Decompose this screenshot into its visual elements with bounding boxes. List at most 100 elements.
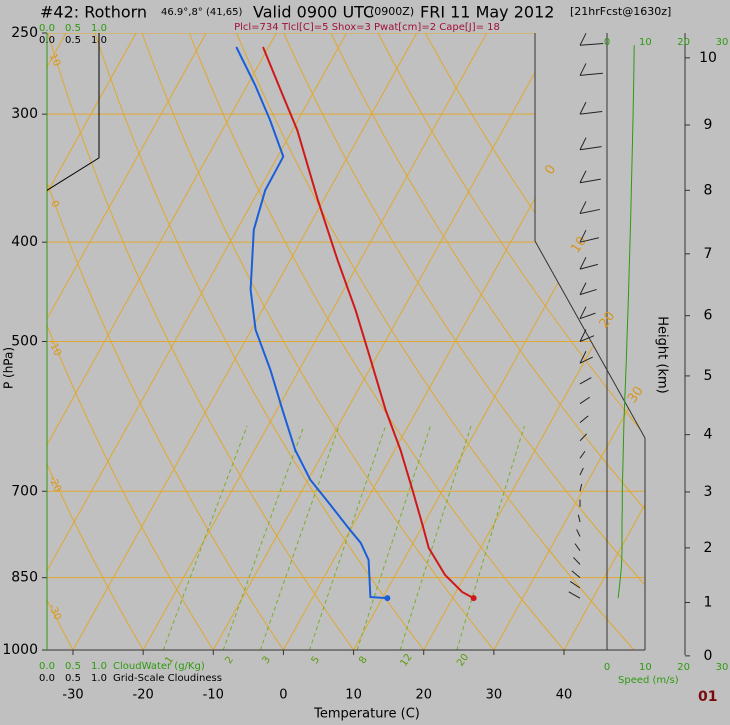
barb-staff [579, 433, 587, 442]
height-tick-label: 6 [704, 308, 713, 324]
small-axis-tick-label: 1.0 [91, 661, 107, 672]
footer: 01 [698, 689, 717, 705]
barb-staff [574, 543, 581, 551]
small-axis-tick-label: 0.5 [65, 23, 81, 34]
barb-staff [579, 72, 603, 76]
height-tick-label: 10 [699, 50, 717, 66]
dry-adiabat [281, 33, 645, 650]
barb-staff [571, 570, 581, 579]
y-tick-label: 400 [11, 234, 38, 250]
wind-barb [579, 483, 583, 492]
surface-point [470, 595, 477, 602]
mixing-ratio-line [356, 425, 431, 650]
y-tick-label: 1000 [2, 642, 38, 658]
small-axis-tick-label: 0.0 [39, 23, 55, 34]
barb-staff [576, 529, 581, 537]
barb-feather [579, 350, 587, 364]
dry-adiabat [139, 33, 503, 650]
barb-feather [579, 63, 587, 76]
barb-staff [579, 312, 596, 320]
barb-staff [568, 591, 581, 599]
height-tick-label: 5 [704, 368, 713, 384]
wind-barb [573, 557, 581, 565]
mixing-ratio-line [162, 425, 248, 650]
mixing-ratio-label: 3 [260, 655, 273, 667]
subtitle: Plcl=734 Tlcl[C]=5 Shox=3 Pwat[cm]=2 Cap… [234, 22, 500, 33]
wind-barb [569, 581, 581, 589]
isotherm [493, 33, 645, 650]
mixing-ratio-label: 8 [357, 655, 370, 667]
wind-barb [579, 101, 603, 115]
barb-staff [579, 146, 602, 151]
barb-staff [569, 581, 581, 589]
x-tick-label: -20 [133, 688, 154, 703]
wind-barb [579, 282, 597, 296]
wind-barb [579, 63, 603, 76]
barb-staff [579, 377, 592, 385]
isotherm [47, 33, 277, 650]
height-axis-label: Height (km) [655, 316, 670, 393]
wind-tick-label: 0 [604, 662, 610, 673]
small-axis-tick-label: 0.0 [39, 661, 55, 672]
wind-barb [579, 396, 591, 405]
diagram-border [534, 33, 646, 650]
height-tick-label: 9 [704, 117, 713, 133]
wind-barb [579, 137, 602, 151]
wind-barb [579, 377, 592, 385]
wind-barb [579, 415, 589, 424]
small-axis-tick-label: 0.5 [65, 673, 81, 684]
mixing-ratio-label: 1 [163, 655, 176, 667]
date: FRI 11 May 2012 [420, 3, 554, 22]
mixing-ratio-line [456, 425, 525, 650]
wind-tick-label: 0 [604, 37, 610, 48]
barb-feather [579, 306, 587, 319]
height-tick-label: 1 [704, 594, 713, 610]
cloudiness-line [46, 33, 100, 191]
dry-adiabat [47, 33, 221, 650]
x-tick-label: 20 [415, 688, 432, 703]
isotherm [212, 33, 558, 650]
chart-title: #42: Rothorn [40, 3, 147, 22]
wind-barb [579, 433, 587, 442]
wind-speed-line [617, 45, 635, 599]
dry-adiabat [375, 33, 645, 650]
barb-staff [573, 557, 581, 565]
wind-barb [579, 33, 604, 46]
height-tick-label: 3 [704, 484, 713, 500]
y-tick-label: 700 [11, 483, 38, 499]
barb-staff [579, 208, 600, 214]
y-tick-label: 500 [11, 334, 38, 350]
isotherm [47, 33, 137, 650]
barb-staff [579, 335, 595, 342]
isotherm [47, 33, 207, 650]
dry-adiabat [47, 33, 150, 650]
isotherm [47, 33, 347, 650]
isotherm [563, 33, 645, 650]
mixing-ratio-label: 5 [310, 655, 323, 667]
small-axis-tick-label: 0.5 [65, 661, 81, 672]
barb-staff [579, 237, 600, 243]
cloud-water-label: CloudWater (g/Kg) [113, 661, 205, 672]
x-tick-label: -30 [62, 688, 83, 703]
small-axis-tick-label: 1.0 [91, 673, 107, 684]
wind-tick-label: 10 [639, 662, 652, 673]
wind-barb [579, 256, 598, 270]
wind-barb [568, 591, 581, 599]
x-tick-label: 30 [486, 688, 503, 703]
valid-zulu: (0900Z) [370, 5, 414, 18]
isotherm [142, 33, 488, 650]
wind-tick-label: 30 [716, 37, 729, 48]
x-tick-label: 10 [345, 688, 362, 703]
cloudiness-label: Grid-Scale Cloudiness [113, 673, 222, 684]
height-tick-label: 4 [704, 427, 713, 443]
barb-feather [579, 170, 587, 183]
x-tick-label: -10 [203, 688, 224, 703]
wind-barb [571, 570, 581, 579]
height-tick-label: 7 [704, 246, 713, 262]
barb-staff [579, 178, 601, 184]
barb-staff [579, 288, 597, 296]
barb-staff [579, 415, 589, 424]
dry-adiabat [186, 33, 573, 650]
barb-staff [577, 514, 581, 523]
dry-adiabat [47, 33, 362, 650]
